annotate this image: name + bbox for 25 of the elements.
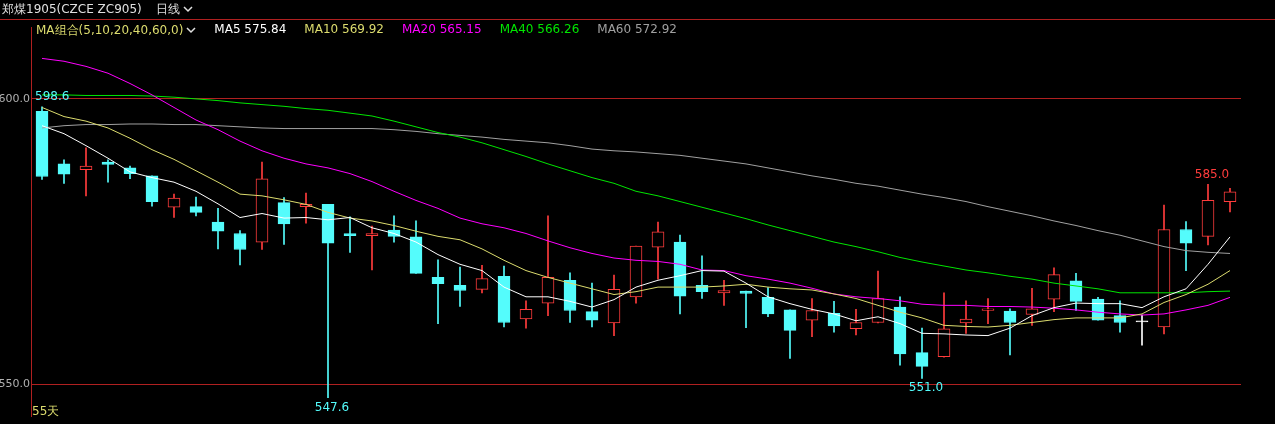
candlestick [211,208,225,250]
annotation: 551.0 [908,380,944,395]
candlestick [981,298,995,324]
candlestick [101,159,115,183]
chart-title: 郑煤1905(CZCE ZC905) [2,1,142,18]
text: MA10 569.92 [304,22,384,38]
legend-title: MA组合(5,10,20,40,60,0) [36,23,184,37]
annotation: 585.0 [1194,166,1230,181]
annotation: 55天 [32,403,60,420]
candlestick [431,259,445,324]
candlestick [1135,314,1149,346]
candlestick [343,216,357,253]
text: MA5 575.84 [214,22,287,38]
annotation: 547.6 [314,399,350,414]
candlestick [717,279,731,306]
chart-subtitle: 日线 [155,1,180,18]
candlestick [739,290,753,328]
candlestick [453,266,467,307]
y-tick-label: 600.0 [0,91,30,105]
text: MA60 572.92 [597,22,677,38]
y-tick-label: 550.0 [0,376,30,390]
candlestick [79,147,93,197]
text: MA40 566.26 [499,22,580,38]
text: MA20 565.15 [402,22,482,38]
candlestick [365,225,379,271]
